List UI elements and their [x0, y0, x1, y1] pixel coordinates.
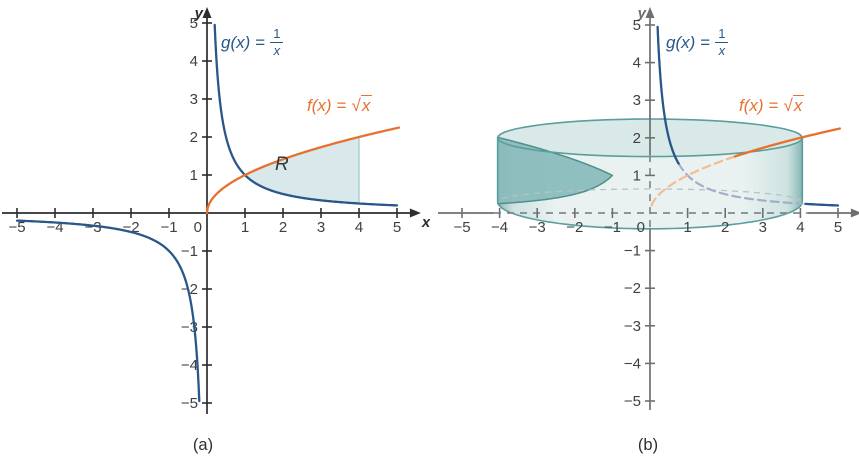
- svg-text:−2: −2: [181, 281, 198, 298]
- curves-a: [15, 23, 401, 403]
- axes-b: xy: [438, 5, 859, 410]
- svg-text:5: 5: [633, 17, 641, 34]
- g-function-label-b: g(x) = 1 x: [666, 26, 729, 59]
- equals-sign: =: [700, 33, 711, 53]
- radicand: x: [792, 95, 805, 115]
- svg-text:−5: −5: [453, 219, 470, 236]
- svg-text:−5: −5: [8, 219, 25, 236]
- curves-b: [650, 25, 842, 207]
- svg-text:2: 2: [190, 129, 198, 146]
- radical-sign: √: [783, 96, 793, 115]
- curve-sqrt(x): [205, 126, 401, 215]
- f-function-label-a: f(x) = √x: [307, 95, 373, 115]
- svg-text:y: y: [637, 5, 647, 22]
- svg-text:1: 1: [683, 219, 691, 236]
- curve-1/x: [656, 25, 680, 165]
- svg-text:x: x: [421, 214, 430, 231]
- svg-text:1: 1: [633, 167, 641, 184]
- curve-sqrt(x): [733, 127, 842, 158]
- f-name: f(x): [307, 96, 332, 115]
- svg-text:3: 3: [317, 219, 325, 236]
- svg-text:3: 3: [759, 219, 767, 236]
- fraction-numerator: 1: [715, 26, 729, 44]
- svg-text:3: 3: [190, 91, 198, 108]
- svg-text:−1: −1: [160, 219, 177, 236]
- ticks-b: −5 −4 −3 −2 −1 1 2 3 4 5 −5 −4 −3 −2 −1 1 2 3 4 5 0: [453, 17, 842, 410]
- curve-1/x: [804, 202, 840, 207]
- svg-text:5: 5: [834, 219, 842, 236]
- g-function-label-a: g(x) = 1 x: [221, 26, 284, 59]
- svg-text:−1: −1: [181, 243, 198, 260]
- fraction-denominator: x: [718, 43, 726, 59]
- svg-text:1: 1: [241, 219, 249, 236]
- f-function-label-b: f(x) = √x: [739, 95, 805, 115]
- svg-text:−4: −4: [491, 219, 508, 236]
- svg-text:4: 4: [633, 55, 641, 72]
- caption-b: (b): [637, 436, 659, 454]
- svg-text:5: 5: [190, 15, 198, 32]
- svg-text:2: 2: [279, 219, 287, 236]
- svg-text:−5: −5: [624, 393, 641, 410]
- cutaway-cross-section: [496, 136, 614, 205]
- fraction-denominator: x: [273, 43, 281, 59]
- svg-text:−2: −2: [566, 219, 583, 236]
- svg-text:2: 2: [633, 130, 641, 147]
- svg-text:0: 0: [194, 219, 202, 236]
- svg-text:1: 1: [190, 167, 198, 184]
- svg-text:−2: −2: [624, 280, 641, 297]
- svg-text:y: y: [194, 5, 204, 22]
- caption-a: (a): [192, 436, 214, 454]
- region-label: R: [275, 154, 289, 175]
- equals-sign: =: [768, 96, 779, 115]
- bottom-back-rim-hidden: [497, 188, 803, 202]
- svg-text:2: 2: [721, 219, 729, 236]
- radicand: x: [360, 95, 373, 115]
- curve-1/x: [15, 219, 201, 403]
- f-name: f(x): [739, 96, 764, 115]
- svg-text:3: 3: [633, 92, 641, 109]
- curve-hidden: [650, 155, 737, 207]
- g-name: g(x): [221, 33, 251, 53]
- svg-text:5: 5: [393, 219, 401, 236]
- svg-text:0: 0: [637, 219, 645, 236]
- svg-text:−5: −5: [181, 395, 198, 412]
- fraction-numerator: 1: [270, 26, 284, 44]
- svg-text:4: 4: [355, 219, 363, 236]
- equals-sign: =: [255, 33, 266, 53]
- svg-text:−4: −4: [624, 355, 641, 372]
- g-name: g(x): [666, 33, 696, 53]
- equals-sign: =: [336, 96, 347, 115]
- curve-hidden: [677, 162, 804, 205]
- region-R: [245, 137, 359, 204]
- svg-text:4: 4: [190, 53, 198, 70]
- svg-text:−3: −3: [84, 219, 101, 236]
- svg-text:−3: −3: [529, 219, 546, 236]
- svg-text:−1: −1: [624, 243, 641, 260]
- svg-text:−3: −3: [624, 318, 641, 335]
- radical-sign: √: [351, 96, 361, 115]
- svg-text:4: 4: [796, 219, 804, 236]
- svg-text:−4: −4: [181, 357, 198, 374]
- svg-text:−1: −1: [604, 219, 621, 236]
